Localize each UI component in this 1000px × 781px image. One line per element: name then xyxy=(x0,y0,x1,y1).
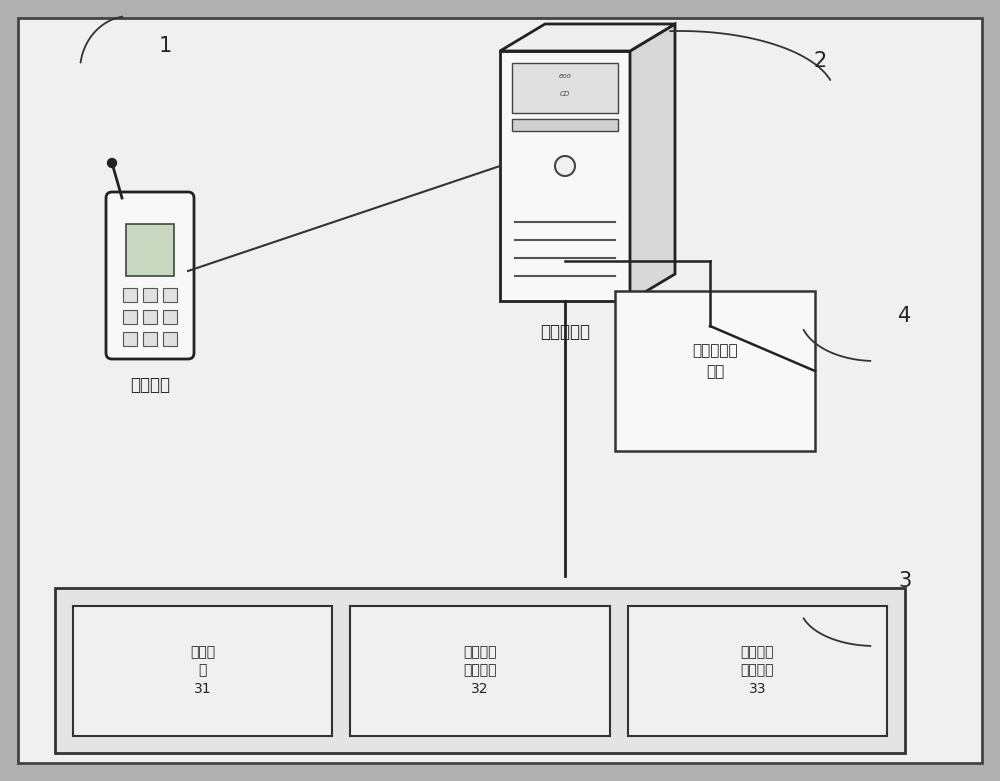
Text: 1: 1 xyxy=(158,36,172,56)
Text: 2: 2 xyxy=(813,51,827,71)
Circle shape xyxy=(555,156,575,176)
FancyBboxPatch shape xyxy=(143,332,157,346)
FancyBboxPatch shape xyxy=(143,310,157,324)
FancyBboxPatch shape xyxy=(512,63,618,113)
FancyBboxPatch shape xyxy=(500,51,630,301)
FancyBboxPatch shape xyxy=(143,288,157,302)
Text: eoo: eoo xyxy=(559,73,571,79)
Circle shape xyxy=(108,159,117,167)
FancyBboxPatch shape xyxy=(163,288,177,302)
FancyBboxPatch shape xyxy=(628,605,887,736)
FancyBboxPatch shape xyxy=(73,605,332,736)
Text: 申器状态监
测器: 申器状态监 测器 xyxy=(692,343,738,379)
Text: CD: CD xyxy=(560,91,570,97)
FancyBboxPatch shape xyxy=(163,310,177,324)
FancyBboxPatch shape xyxy=(123,332,137,346)
FancyBboxPatch shape xyxy=(55,588,905,753)
Polygon shape xyxy=(630,24,675,301)
FancyBboxPatch shape xyxy=(350,605,610,736)
Text: 3: 3 xyxy=(898,571,912,591)
FancyBboxPatch shape xyxy=(512,119,618,131)
FancyBboxPatch shape xyxy=(126,224,174,276)
FancyBboxPatch shape xyxy=(106,192,194,359)
Polygon shape xyxy=(500,24,675,51)
Text: 接收单
元
31: 接收单 元 31 xyxy=(190,645,215,696)
Text: 4: 4 xyxy=(898,306,912,326)
FancyBboxPatch shape xyxy=(615,291,815,451)
Text: 编码信息
存储单元
32: 编码信息 存储单元 32 xyxy=(463,645,497,696)
Text: 云端服务器: 云端服务器 xyxy=(540,323,590,341)
FancyBboxPatch shape xyxy=(123,310,137,324)
FancyBboxPatch shape xyxy=(18,18,982,763)
FancyBboxPatch shape xyxy=(123,288,137,302)
FancyBboxPatch shape xyxy=(163,332,177,346)
Text: 红外信号
发射单元
33: 红外信号 发射单元 33 xyxy=(741,645,774,696)
Text: 移动终端: 移动终端 xyxy=(130,376,170,394)
